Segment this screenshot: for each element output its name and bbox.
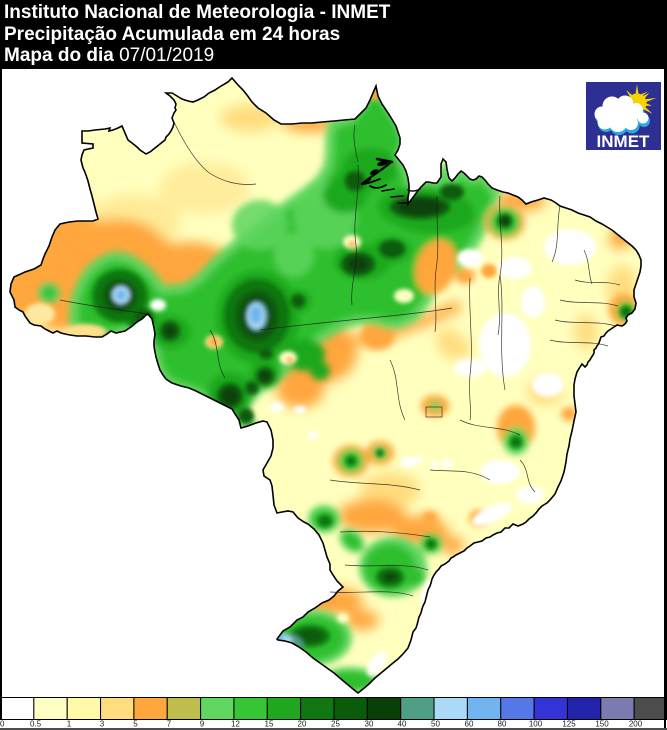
svg-text:50: 50	[431, 720, 440, 729]
svg-text:15: 15	[265, 720, 274, 729]
svg-text:7: 7	[167, 720, 172, 729]
svg-text:9: 9	[200, 720, 205, 729]
svg-text:200: 200	[629, 720, 643, 729]
svg-text:40: 40	[398, 720, 407, 729]
svg-text:20: 20	[298, 720, 307, 729]
svg-text:30: 30	[365, 720, 374, 729]
svg-text:1: 1	[67, 720, 72, 729]
svg-text:INMET: INMET	[597, 132, 651, 151]
svg-text:60: 60	[465, 720, 474, 729]
svg-text:100: 100	[529, 720, 543, 729]
svg-text:5: 5	[133, 720, 138, 729]
svg-text:3: 3	[100, 720, 105, 729]
svg-text:0.5: 0.5	[30, 720, 42, 729]
svg-text:12: 12	[231, 720, 240, 729]
svg-text:80: 80	[498, 720, 507, 729]
svg-text:125: 125	[562, 720, 576, 729]
svg-text:25: 25	[331, 720, 340, 729]
svg-text:150: 150	[595, 720, 609, 729]
svg-text:0: 0	[0, 720, 5, 729]
